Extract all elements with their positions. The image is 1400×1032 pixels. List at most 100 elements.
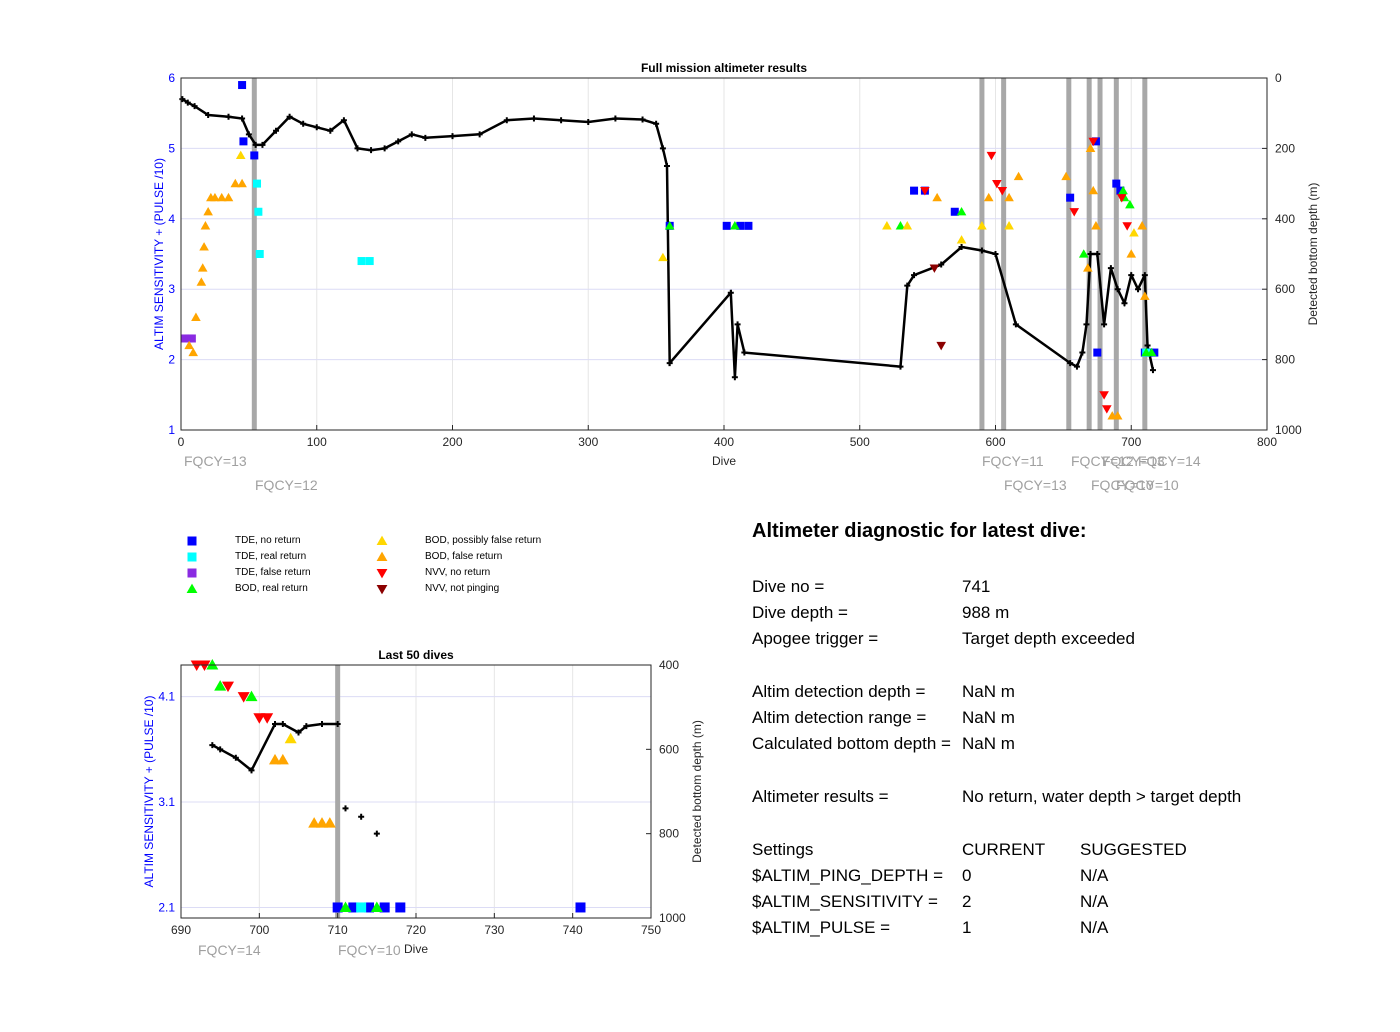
fqcy-label: FQCY=12 [255, 477, 318, 493]
bottom-depth-point [273, 127, 280, 134]
bottom-depth-point [978, 247, 985, 254]
diagnostic-panel: Altimeter diagnostic for latest dive: Di… [752, 520, 1372, 937]
marker-bod-real-return [214, 680, 227, 691]
marker-bod-real-return [245, 690, 258, 702]
bottom-depth-point [503, 117, 510, 124]
settings-k: $ALTIM_PING_DEPTH = [752, 866, 943, 885]
marker-tde-no-return [575, 902, 586, 913]
x-tick-label: 200 [442, 435, 462, 449]
marker-bod-possibly-false-return [956, 235, 967, 244]
y-tick-label-left: 3 [168, 282, 175, 296]
bottom-depth-point [1012, 321, 1019, 328]
bottom-depth-point [1141, 272, 1148, 279]
legend-label: BOD, false return [425, 551, 503, 562]
x-tick-label: 710 [328, 923, 348, 937]
bottom-depth-point [659, 145, 666, 152]
marker-bod-false-return [1091, 221, 1101, 230]
bottom-depth-point [1121, 300, 1128, 307]
fqcy-label: FQCY=14 [1138, 453, 1201, 469]
diagnostic-key: Dive no = [752, 577, 825, 596]
diagnostic-heading: Altimeter diagnostic for latest dive: [752, 520, 1087, 542]
diagnostic-key: Apogee trigger = [752, 629, 879, 648]
marker-tde-no-return [1093, 348, 1102, 357]
x-tick-label: 600 [985, 435, 1005, 449]
x-tick-label: 100 [307, 435, 327, 449]
bottom-depth-point [373, 830, 380, 837]
marker-bod-possibly-false-return [977, 221, 987, 230]
bottom-depth-point [1135, 286, 1142, 293]
y-tick-label-left: 2.1 [158, 900, 175, 914]
y-tick-label-left: 3.1 [158, 795, 175, 809]
marker-bod-possibly-false-return [658, 252, 668, 262]
legend-label: TDE, real return [235, 551, 307, 562]
bottom-depth-point [731, 374, 738, 381]
bottom-depth-point [1067, 360, 1074, 367]
marker-tde-real-return [356, 902, 367, 913]
fqcy-change-bar [251, 78, 257, 430]
bottom-depth-point [992, 251, 999, 257]
marker-bod-false-return [191, 312, 201, 321]
bottom-depth-point [1079, 349, 1086, 356]
bottom-depth-point [239, 115, 246, 122]
marker-bod-false-return [1004, 192, 1014, 202]
marker-nvv-no-return [997, 187, 1008, 196]
bottom-depth-point [232, 754, 239, 761]
marker-bod-false-return [1088, 185, 1099, 195]
y-tick-label-left: 4.1 [158, 690, 175, 704]
diagnostic-value: NaN m [962, 682, 1015, 701]
y-tick-label-left: 4 [168, 212, 175, 226]
legend-marker-shape [187, 552, 197, 562]
marker-nvv-no-return [1069, 208, 1080, 217]
marker-bod-false-return [223, 192, 234, 202]
legend-marker-shape [376, 568, 388, 579]
diagnostic-value: NaN m [962, 708, 1015, 727]
bottom-depth-point [184, 99, 191, 106]
marker-bod-false-return [199, 242, 209, 251]
bottom-depth-point [342, 805, 349, 812]
y-tick-label-right: 600 [659, 742, 679, 756]
bottom-depth-point [319, 721, 325, 728]
settings-cur: 1 [962, 918, 972, 937]
legend-label: TDE, false return [235, 567, 311, 578]
marker-nvv-no-return [920, 187, 930, 196]
x-tick-label: 720 [406, 923, 426, 937]
bottom-depth-point [741, 349, 748, 356]
y-axis-label-left: ALTIM SENSITIVITY + (PULSE /10) [142, 696, 156, 888]
bottom-depth-point [179, 96, 186, 103]
diagnostic-value: 988 m [962, 603, 1010, 622]
bottom-depth-point [958, 243, 965, 250]
legend-label: TDE, no return [235, 535, 301, 546]
marker-tde-real-return [357, 257, 366, 266]
x-tick-label: 700 [249, 923, 269, 937]
x-tick-label: 700 [1121, 435, 1141, 449]
marker-nvv-no-return [1116, 194, 1127, 203]
marker-bod-real-return [1118, 185, 1128, 195]
marker-bod-real-return [730, 221, 740, 230]
marker-bod-possibly-false-return [284, 732, 297, 744]
fqcy-label: FQCY=10 [338, 942, 401, 958]
bottom-depth-point [585, 119, 592, 125]
fqcy-label: FQCY=12 [1071, 453, 1134, 469]
legend-label: NVV, not pinging [425, 583, 500, 594]
legend-marker-shape [376, 535, 388, 546]
marker-bod-real-return [206, 659, 219, 670]
marker-tde-no-return [722, 221, 731, 230]
marker-bod-false-return [1112, 411, 1123, 420]
settings-k: $ALTIM_SENSITIVITY = [752, 892, 938, 911]
marker-bod-false-return [230, 178, 241, 188]
marker-tde-no-return [379, 902, 390, 913]
y-tick-label-left: 6 [168, 71, 175, 85]
bottom-depth-point [358, 813, 365, 820]
fqcy-change-bar [335, 665, 341, 918]
bottom-depth-point [354, 145, 361, 152]
legend-marker-shape [187, 536, 197, 546]
marker-bod-false-return [200, 221, 211, 230]
y-tick-label-right: 1000 [1275, 423, 1302, 437]
x-axis-label: Dive [712, 454, 736, 468]
bottom-depth-point [252, 141, 259, 148]
legend: TDE, no return TDE, real return TDE, false… [185, 535, 605, 605]
bottom-depth-point [530, 115, 537, 122]
y-tick-label-right: 800 [659, 827, 679, 841]
marker-bod-real-return [339, 901, 352, 912]
bottom-depth-point [245, 131, 252, 138]
